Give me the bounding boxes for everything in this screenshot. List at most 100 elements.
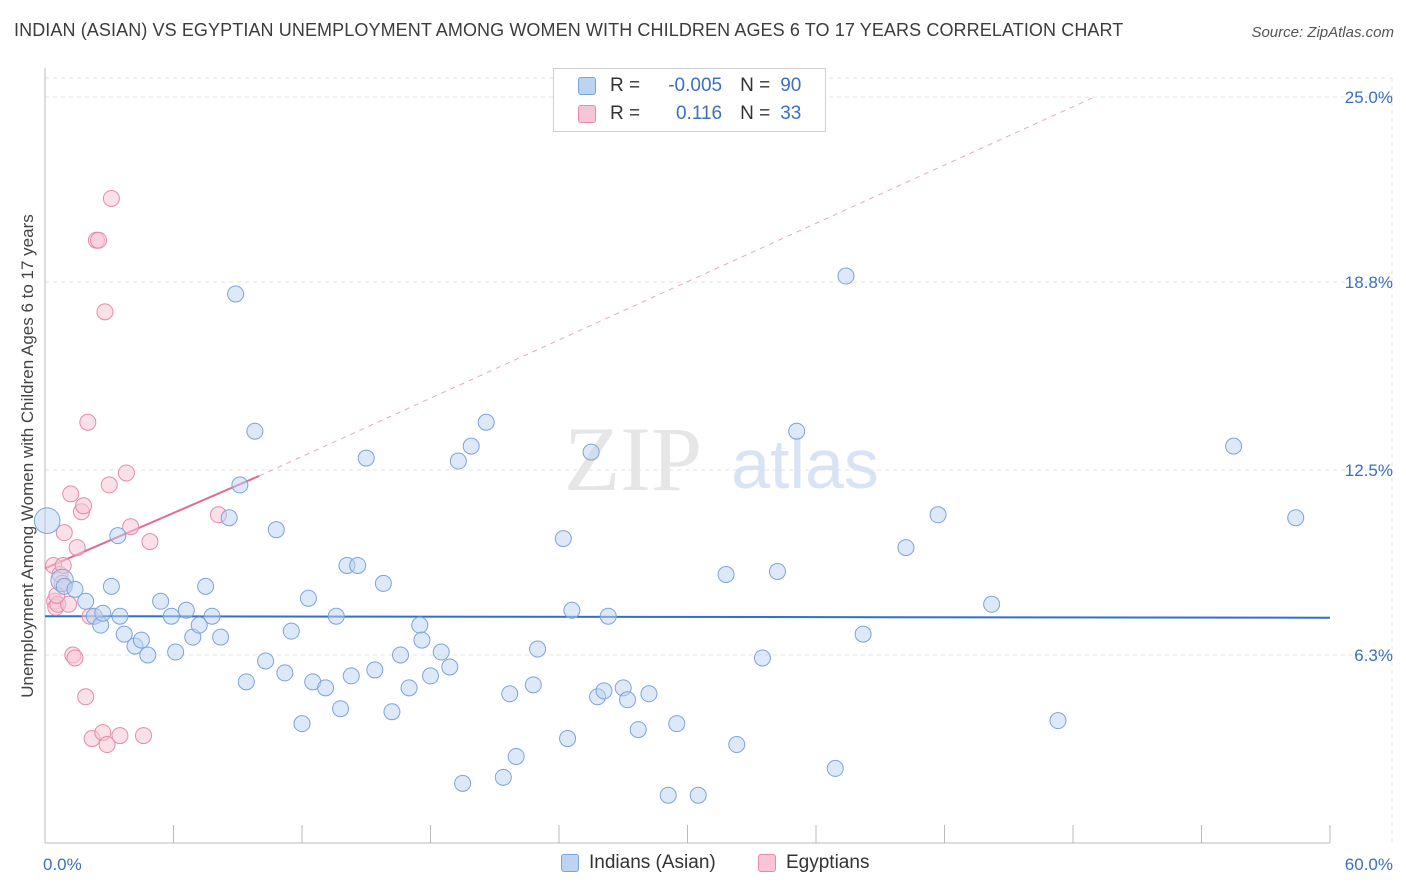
indians-point [132, 631, 150, 649]
indians-point [293, 715, 311, 733]
indians-point [563, 601, 581, 619]
indians-point [501, 685, 519, 703]
indians-point [595, 682, 613, 700]
source-credit: Source: ZipAtlas.com [1251, 24, 1394, 41]
egyptians-point [96, 303, 114, 321]
indians-point [554, 530, 572, 548]
indians-point [897, 539, 915, 557]
bottom-legend-indians: Indians (Asian) [561, 852, 716, 874]
indians-point [109, 527, 127, 545]
egyptians-legend-label: Egyptians [786, 852, 870, 873]
egyptians-point [111, 727, 129, 745]
legend-r-label: R = [610, 75, 641, 96]
egyptians-point [62, 485, 80, 503]
indians-point [454, 774, 472, 792]
indians-point [524, 676, 542, 694]
egyptians-point [98, 736, 116, 754]
indians-legend-swatch [561, 854, 579, 872]
indians-point [227, 285, 245, 303]
indians-legend-label: Indians (Asian) [589, 852, 716, 873]
indians-point [422, 667, 439, 685]
egyptians-points [45, 189, 227, 754]
egyptians-point [79, 413, 97, 431]
gridlines [45, 77, 1393, 843]
y-tick-label: 6.3% [1354, 646, 1393, 665]
indians-trend-line [44, 615, 1331, 619]
egyptians-point [141, 533, 159, 551]
indians-point [317, 679, 335, 697]
indians-point [432, 643, 450, 661]
indians-point [327, 607, 345, 625]
indians-swatch [578, 77, 596, 95]
indians-point [162, 607, 180, 625]
egyptians-point [75, 497, 93, 515]
indians-point [449, 452, 467, 470]
x-tick-label: 0.0% [43, 855, 82, 874]
legend-n-value: 33 [780, 103, 802, 124]
indians-point [212, 628, 230, 646]
indians-point [332, 700, 350, 718]
indians-point [441, 658, 459, 676]
y-tick-label: 25.0% [1345, 88, 1393, 107]
indians-point [826, 759, 844, 777]
indians-point [237, 673, 255, 691]
indians-point [383, 703, 401, 721]
indians-point [837, 267, 855, 285]
indians-point [111, 607, 129, 625]
indians-point [203, 607, 221, 625]
egyptians-point [55, 524, 73, 542]
indians-point [197, 577, 215, 595]
indians-point [152, 592, 170, 610]
indians-point [854, 625, 872, 643]
legend-n-label: N = [740, 75, 771, 96]
indians-point [411, 616, 429, 634]
chart-title: INDIAN (ASIAN) VS EGYPTIAN UNEMPLOYMENT … [14, 20, 1124, 40]
indians-point [689, 786, 707, 804]
indians-point [167, 643, 185, 661]
indians-point [507, 747, 525, 765]
indians-point [282, 622, 300, 640]
egyptians-point [135, 727, 153, 745]
indians-point [668, 715, 686, 733]
indians-point [299, 589, 317, 607]
watermark-zip: ZIP [564, 408, 702, 510]
indians-point [413, 631, 431, 649]
indians-point [342, 667, 360, 685]
legend-r-value: 0.116 [675, 103, 723, 124]
legend-n-label: N = [740, 103, 771, 124]
watermark-atlas: atlas [731, 425, 879, 503]
indians-point [1225, 437, 1243, 455]
indians-point [582, 443, 600, 461]
y-tick-label: 18.8% [1345, 273, 1393, 292]
egyptians-trend-extension [258, 96, 1095, 477]
x-tick-labels: 0.0% 60.0% [43, 855, 1393, 874]
egyptians-swatch [578, 105, 596, 123]
indians-points [33, 267, 1305, 804]
trend-lines [44, 96, 1331, 619]
legend-r-value: -0.005 [668, 75, 723, 96]
indians-point [659, 786, 677, 804]
indians-point [366, 661, 384, 679]
indians-point [1049, 712, 1067, 730]
y-tick-label: 12.5% [1345, 461, 1393, 480]
legend-n-value: 90 [780, 75, 802, 96]
indians-point [276, 664, 294, 682]
indians-point [102, 577, 120, 595]
indians-point [374, 574, 392, 592]
egyptians-point [117, 464, 135, 482]
indians-point [629, 721, 647, 739]
legend-row-indians: R = -0.005 N = 90 [578, 75, 801, 97]
indians-point [529, 640, 547, 658]
indians-point [619, 691, 637, 709]
indians-point [231, 476, 249, 494]
indians-point [357, 449, 375, 467]
indians-point [728, 736, 746, 754]
indians-point [494, 768, 512, 786]
indians-point [753, 649, 771, 667]
egyptians-point [102, 189, 120, 207]
y-tick-labels: 6.3% 12.5% 18.8% 25.0% [1345, 88, 1393, 665]
indians-point [599, 607, 617, 625]
indians-point [462, 437, 480, 455]
indians-point [1287, 509, 1305, 527]
